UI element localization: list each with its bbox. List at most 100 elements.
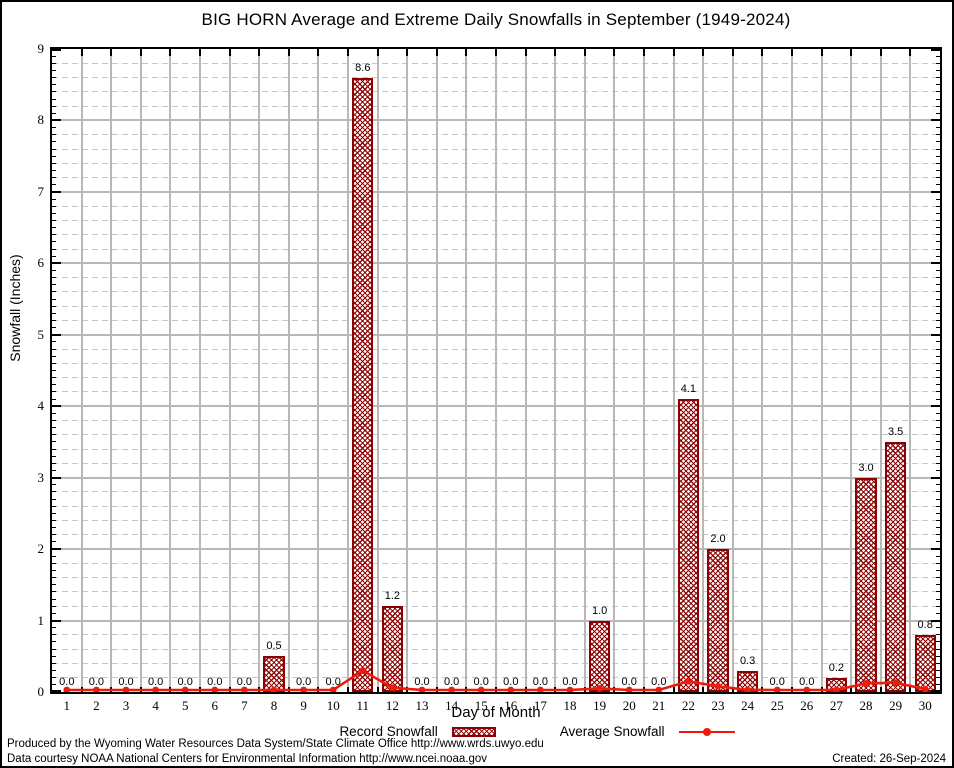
y-tick-label: 7 (37, 183, 45, 199)
y-minor-tick (936, 470, 940, 472)
y-minor-tick (52, 84, 56, 86)
x-boundary-tick (761, 49, 764, 56)
x-tick-label: 19 (593, 698, 607, 713)
x-boundary-tick (376, 687, 379, 692)
x-boundary-tick (879, 687, 882, 692)
x-boundary-tick (465, 49, 468, 56)
y-minor-tick (936, 641, 940, 643)
bar-value-label: 0.0 (769, 676, 785, 688)
x-tick-label: 18 (563, 698, 577, 713)
y-minor-tick (52, 534, 56, 536)
x-tick-label: 10 (326, 698, 340, 713)
x-tick-label: 26 (800, 698, 814, 713)
y-minor-tick (936, 269, 940, 271)
plot-canvas: 0.0 0.0 0.0 0.0 0.0 0.0 0.0 0.5 0.0 0.0 8.6 1.2 0.0 0… (52, 49, 940, 692)
bar-value-label: 0.0 (295, 676, 312, 688)
y-minor-tick (936, 520, 940, 522)
average-marker (152, 686, 159, 692)
y-minor-tick (52, 655, 56, 657)
average-marker (418, 686, 426, 692)
bar-value-label: 0.0 (88, 676, 105, 688)
y-minor-tick (52, 391, 56, 393)
y-minor-tick (936, 127, 940, 129)
y-major-tick (52, 548, 61, 551)
x-tick-label: 3 (122, 698, 130, 713)
y-minor-tick (52, 227, 56, 229)
x-boundary-tick (731, 49, 734, 56)
day-gridline (643, 49, 645, 692)
y-minor-tick (52, 148, 56, 150)
y-major-tick (52, 190, 61, 193)
y-minor-tick (52, 169, 56, 171)
y-minor-tick (936, 570, 940, 572)
average-marker (241, 686, 248, 692)
y-minor-tick (52, 55, 56, 57)
bar-value-label: 0.0 (325, 676, 341, 688)
x-boundary-tick (347, 49, 349, 56)
average-marker (537, 686, 544, 692)
footer-data-courtesy: Data courtesy NOAA National Centers for … (7, 753, 488, 765)
average-snowfall-line (63, 667, 929, 692)
day-gridline (406, 49, 409, 692)
y-minor-tick (52, 512, 56, 514)
y-minor-tick (936, 527, 940, 529)
y-minor-tick (52, 434, 56, 436)
y-minor-tick (52, 455, 56, 457)
x-tick-label: 13 (415, 698, 429, 713)
y-minor-tick (936, 327, 940, 329)
y-minor-tick (52, 462, 56, 464)
y-minor-tick (936, 420, 940, 421)
day-gridline (820, 49, 823, 692)
y-minor-tick (936, 355, 940, 357)
y-major-tick (931, 262, 940, 265)
y-minor-tick (52, 527, 56, 529)
x-boundary-tick (317, 49, 320, 56)
bar-value-label: 3.0 (858, 461, 874, 474)
x-boundary-tick (791, 49, 793, 56)
x-boundary-tick (228, 49, 231, 56)
y-minor-tick (52, 291, 56, 293)
bar-value-label: 0.0 (532, 676, 549, 688)
x-boundary-tick (169, 49, 172, 56)
x-tick-label: 24 (741, 698, 755, 713)
average-marker (270, 686, 278, 692)
y-minor-tick (936, 112, 940, 114)
record-bar (352, 77, 374, 692)
y-minor-tick (936, 248, 940, 250)
day-gridline (287, 49, 290, 692)
average-marker (359, 667, 367, 674)
y-minor-tick (52, 184, 56, 186)
y-minor-tick (52, 305, 56, 307)
bar-value-label: 0.5 (266, 640, 282, 653)
y-major-tick (931, 49, 940, 51)
x-tick-label: 9 (300, 698, 307, 713)
y-minor-tick (52, 69, 56, 71)
y-minor-tick (936, 634, 940, 636)
bar-value-label: 0.0 (414, 676, 430, 688)
record-bar (914, 634, 936, 692)
y-minor-tick (52, 484, 56, 486)
y-major-tick (931, 690, 940, 692)
y-minor-tick (52, 377, 56, 379)
average-marker (211, 686, 219, 692)
y-minor-tick (52, 384, 56, 386)
y-minor-tick (936, 227, 940, 229)
y-minor-tick (936, 455, 940, 457)
y-tick-label: 1 (37, 612, 45, 628)
y-minor-tick (936, 441, 940, 443)
y-minor-tick (936, 212, 940, 214)
x-tick-label: 16 (504, 698, 518, 713)
y-minor-tick (936, 255, 940, 257)
y-major-tick (52, 619, 61, 622)
bar-value-label: 4.1 (680, 383, 697, 396)
average-marker (181, 686, 189, 692)
y-minor-tick (52, 584, 56, 586)
y-minor-tick (936, 205, 940, 207)
bar-value-label: 0.0 (621, 676, 637, 688)
y-minor-tick (52, 627, 56, 629)
y-minor-tick (936, 62, 940, 64)
y-minor-tick (936, 219, 940, 221)
y-major-tick (52, 333, 61, 336)
bar-value-label: 0.0 (799, 676, 815, 688)
x-boundary-tick (258, 49, 261, 56)
